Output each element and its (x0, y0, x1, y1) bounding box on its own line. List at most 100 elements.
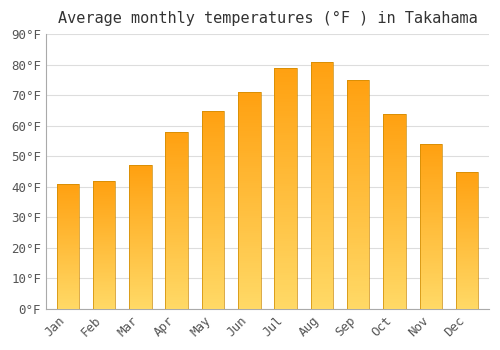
Bar (383, 164, 406, 166)
Bar (56, 250, 79, 251)
Bar (274, 244, 297, 246)
Bar (238, 103, 260, 105)
Bar (93, 265, 116, 267)
Bar (310, 250, 333, 252)
Bar (56, 303, 79, 304)
Bar (166, 296, 188, 298)
Bar (420, 298, 442, 299)
Bar (347, 295, 370, 298)
Bar (166, 289, 188, 291)
Bar (202, 212, 224, 214)
Bar (166, 249, 188, 251)
Bar (56, 226, 79, 228)
Bar (93, 187, 116, 188)
Bar (238, 201, 260, 203)
Bar (56, 305, 79, 306)
Bar (56, 241, 79, 243)
Bar (274, 256, 297, 258)
Bar (166, 167, 188, 169)
Bar (238, 224, 260, 226)
Bar (456, 243, 478, 244)
Bar (56, 218, 79, 219)
Bar (238, 177, 260, 179)
Bar (56, 247, 79, 249)
Bar (202, 241, 224, 244)
Bar (129, 231, 152, 233)
Bar (274, 258, 297, 261)
Bar (129, 240, 152, 241)
Bar (274, 282, 297, 285)
Bar (456, 305, 478, 306)
Bar (202, 269, 224, 271)
Bar (166, 247, 188, 249)
Bar (202, 283, 224, 285)
Bar (93, 240, 116, 241)
Bar (383, 203, 406, 205)
Bar (129, 180, 152, 181)
Bar (166, 214, 188, 215)
Bar (56, 300, 79, 301)
Bar (347, 192, 370, 195)
Bar (383, 190, 406, 192)
Bar (383, 278, 406, 280)
Bar (383, 114, 406, 116)
Bar (238, 218, 260, 220)
Bar (274, 77, 297, 80)
Bar (202, 299, 224, 301)
Bar (166, 298, 188, 300)
Bar (456, 173, 478, 174)
Bar (238, 292, 260, 294)
Bar (238, 146, 260, 148)
Bar (93, 190, 116, 191)
Bar (420, 154, 442, 156)
Bar (166, 261, 188, 263)
Bar (238, 148, 260, 151)
Bar (238, 94, 260, 97)
Bar (383, 131, 406, 133)
Bar (202, 186, 224, 188)
Bar (456, 286, 478, 287)
Bar (93, 215, 116, 217)
Bar (56, 255, 79, 256)
Bar (166, 231, 188, 233)
Bar (420, 147, 442, 149)
Bar (347, 178, 370, 181)
Bar (166, 134, 188, 135)
Bar (420, 282, 442, 284)
Bar (93, 242, 116, 244)
Bar (274, 181, 297, 183)
Bar (56, 245, 79, 246)
Bar (56, 203, 79, 204)
Bar (456, 184, 478, 185)
Bar (420, 208, 442, 210)
Bar (129, 254, 152, 256)
Bar (93, 251, 116, 252)
Bar (383, 244, 406, 246)
Bar (347, 140, 370, 142)
Bar (274, 164, 297, 167)
Bar (383, 280, 406, 282)
Bar (93, 271, 116, 272)
Bar (456, 298, 478, 299)
Bar (310, 148, 333, 151)
Bar (129, 241, 152, 243)
Bar (347, 277, 370, 279)
Bar (166, 291, 188, 293)
Bar (93, 304, 116, 305)
Bar (93, 260, 116, 261)
Bar (202, 247, 224, 250)
Bar (166, 217, 188, 219)
Bar (274, 275, 297, 278)
Bar (310, 220, 333, 222)
Bar (93, 246, 116, 247)
Bar (383, 194, 406, 196)
Bar (129, 171, 152, 173)
Bar (166, 135, 188, 137)
Bar (56, 270, 79, 271)
Bar (383, 182, 406, 184)
Bar (347, 254, 370, 256)
Bar (93, 259, 116, 260)
Bar (347, 250, 370, 252)
Bar (383, 215, 406, 217)
Bar (456, 236, 478, 238)
